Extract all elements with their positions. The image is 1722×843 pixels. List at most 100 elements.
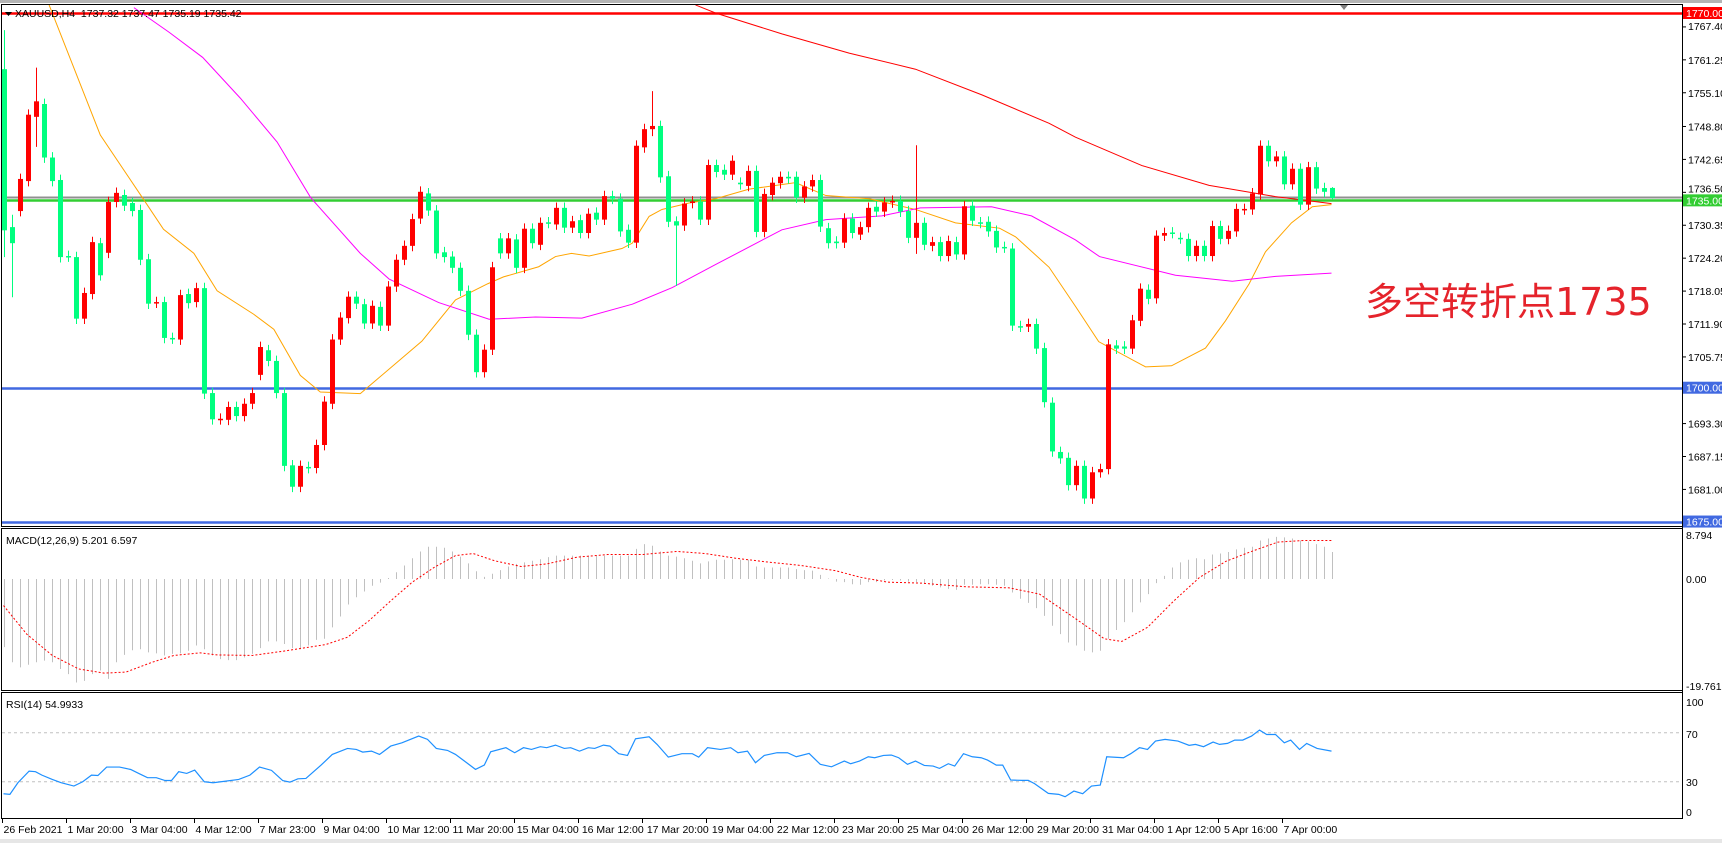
candle bbox=[994, 225, 999, 253]
candle bbox=[362, 298, 367, 329]
candle-body bbox=[1106, 344, 1111, 470]
candle bbox=[546, 216, 551, 229]
candle-body bbox=[362, 304, 367, 324]
candle-body bbox=[1170, 232, 1175, 234]
candle-body bbox=[306, 466, 311, 469]
candle bbox=[1178, 232, 1183, 244]
candle-body bbox=[1322, 188, 1327, 192]
price-tick-label: 1724.20 bbox=[1688, 253, 1722, 265]
candle-body bbox=[698, 201, 703, 220]
candle-body bbox=[146, 259, 151, 304]
candle-body bbox=[1154, 235, 1159, 299]
candle-body bbox=[1258, 145, 1263, 195]
candle bbox=[1090, 466, 1095, 504]
candle bbox=[1146, 284, 1151, 305]
candle bbox=[138, 204, 143, 266]
candle bbox=[26, 109, 31, 187]
candle bbox=[1330, 187, 1335, 200]
macd-axis-label: 0.00 bbox=[1686, 574, 1707, 586]
candle-body bbox=[1146, 289, 1151, 299]
candle-body bbox=[1282, 156, 1287, 185]
candle bbox=[1258, 140, 1263, 200]
candle bbox=[850, 213, 855, 239]
candle bbox=[130, 197, 135, 217]
candle bbox=[378, 301, 383, 331]
candle bbox=[786, 171, 791, 184]
candle bbox=[426, 188, 431, 216]
symbol-ohlc-header: XAUUSD,H4 1737.32 1737.47 1735.19 1735.4… bbox=[15, 8, 242, 20]
candle bbox=[338, 312, 343, 345]
candles bbox=[2, 30, 1335, 504]
candle-body bbox=[234, 406, 239, 417]
price-pane[interactable] bbox=[1, 4, 1683, 527]
candle bbox=[1114, 340, 1119, 354]
candle-body bbox=[82, 292, 87, 319]
candle-body bbox=[506, 238, 511, 254]
candle bbox=[34, 67, 39, 147]
candle-body bbox=[634, 145, 639, 243]
candle bbox=[1170, 227, 1175, 239]
candle-body bbox=[50, 157, 55, 182]
candle-body bbox=[378, 306, 383, 326]
time-tick-label: 7 Apr 00:00 bbox=[1284, 824, 1338, 836]
candle bbox=[866, 202, 871, 233]
axes: 1767.40 1761.25 1755.10 1748.80 1742.65 1736.… bbox=[2, 4, 1722, 836]
window-top-strip bbox=[0, 0, 1722, 3]
candle-body bbox=[866, 207, 871, 228]
candle bbox=[162, 296, 167, 344]
macd-label: MACD(12,26,9) 5.201 6.597 bbox=[6, 535, 137, 547]
candle bbox=[986, 216, 991, 237]
candle bbox=[242, 398, 247, 422]
candle-body bbox=[858, 227, 863, 235]
rsi-pane[interactable] bbox=[1, 692, 1683, 819]
candle-body bbox=[106, 201, 111, 253]
chart-shift-marker-icon[interactable] bbox=[1340, 5, 1348, 10]
candle bbox=[562, 202, 567, 234]
candle-body bbox=[626, 229, 631, 243]
candle-body bbox=[330, 339, 335, 404]
macd-pane[interactable] bbox=[1, 528, 1683, 691]
candle-body bbox=[1186, 238, 1191, 257]
candle-body bbox=[650, 125, 655, 130]
candle-body bbox=[338, 317, 343, 340]
candle bbox=[466, 285, 471, 341]
candle bbox=[290, 459, 295, 493]
candle bbox=[1218, 220, 1223, 245]
candle-body bbox=[314, 444, 319, 469]
candle-body bbox=[1314, 167, 1319, 189]
candle bbox=[1234, 203, 1239, 237]
candle bbox=[514, 234, 519, 274]
price-line-label-bg bbox=[1683, 515, 1722, 528]
candle-body bbox=[1194, 245, 1199, 257]
candle bbox=[442, 246, 447, 263]
candle-body bbox=[1042, 348, 1047, 403]
candle-body bbox=[1010, 248, 1015, 326]
candle bbox=[666, 170, 671, 228]
candle-body bbox=[1306, 167, 1311, 205]
candle bbox=[386, 281, 391, 331]
candle-body bbox=[930, 242, 935, 246]
candle bbox=[650, 91, 655, 137]
candle-body bbox=[954, 242, 959, 255]
time-tick-label: 19 Mar 04:00 bbox=[712, 824, 774, 836]
candle-body bbox=[434, 210, 439, 254]
candle-body bbox=[554, 207, 559, 225]
candle bbox=[858, 221, 863, 240]
candle bbox=[186, 288, 191, 309]
candle-body bbox=[402, 245, 407, 260]
candle-body bbox=[490, 267, 495, 350]
candle bbox=[586, 208, 591, 239]
candle bbox=[794, 171, 799, 204]
candle-body bbox=[882, 202, 887, 212]
candle bbox=[826, 222, 831, 249]
candle bbox=[306, 461, 311, 474]
candle-body bbox=[1202, 245, 1207, 257]
candle bbox=[634, 140, 639, 248]
candle-body bbox=[1018, 326, 1023, 328]
candle-body bbox=[1034, 324, 1039, 349]
candle-body bbox=[498, 238, 503, 254]
time-tick-label: 16 Mar 12:00 bbox=[582, 824, 644, 836]
candle bbox=[226, 401, 231, 426]
symbol-menu-triangle-icon[interactable] bbox=[5, 12, 12, 16]
